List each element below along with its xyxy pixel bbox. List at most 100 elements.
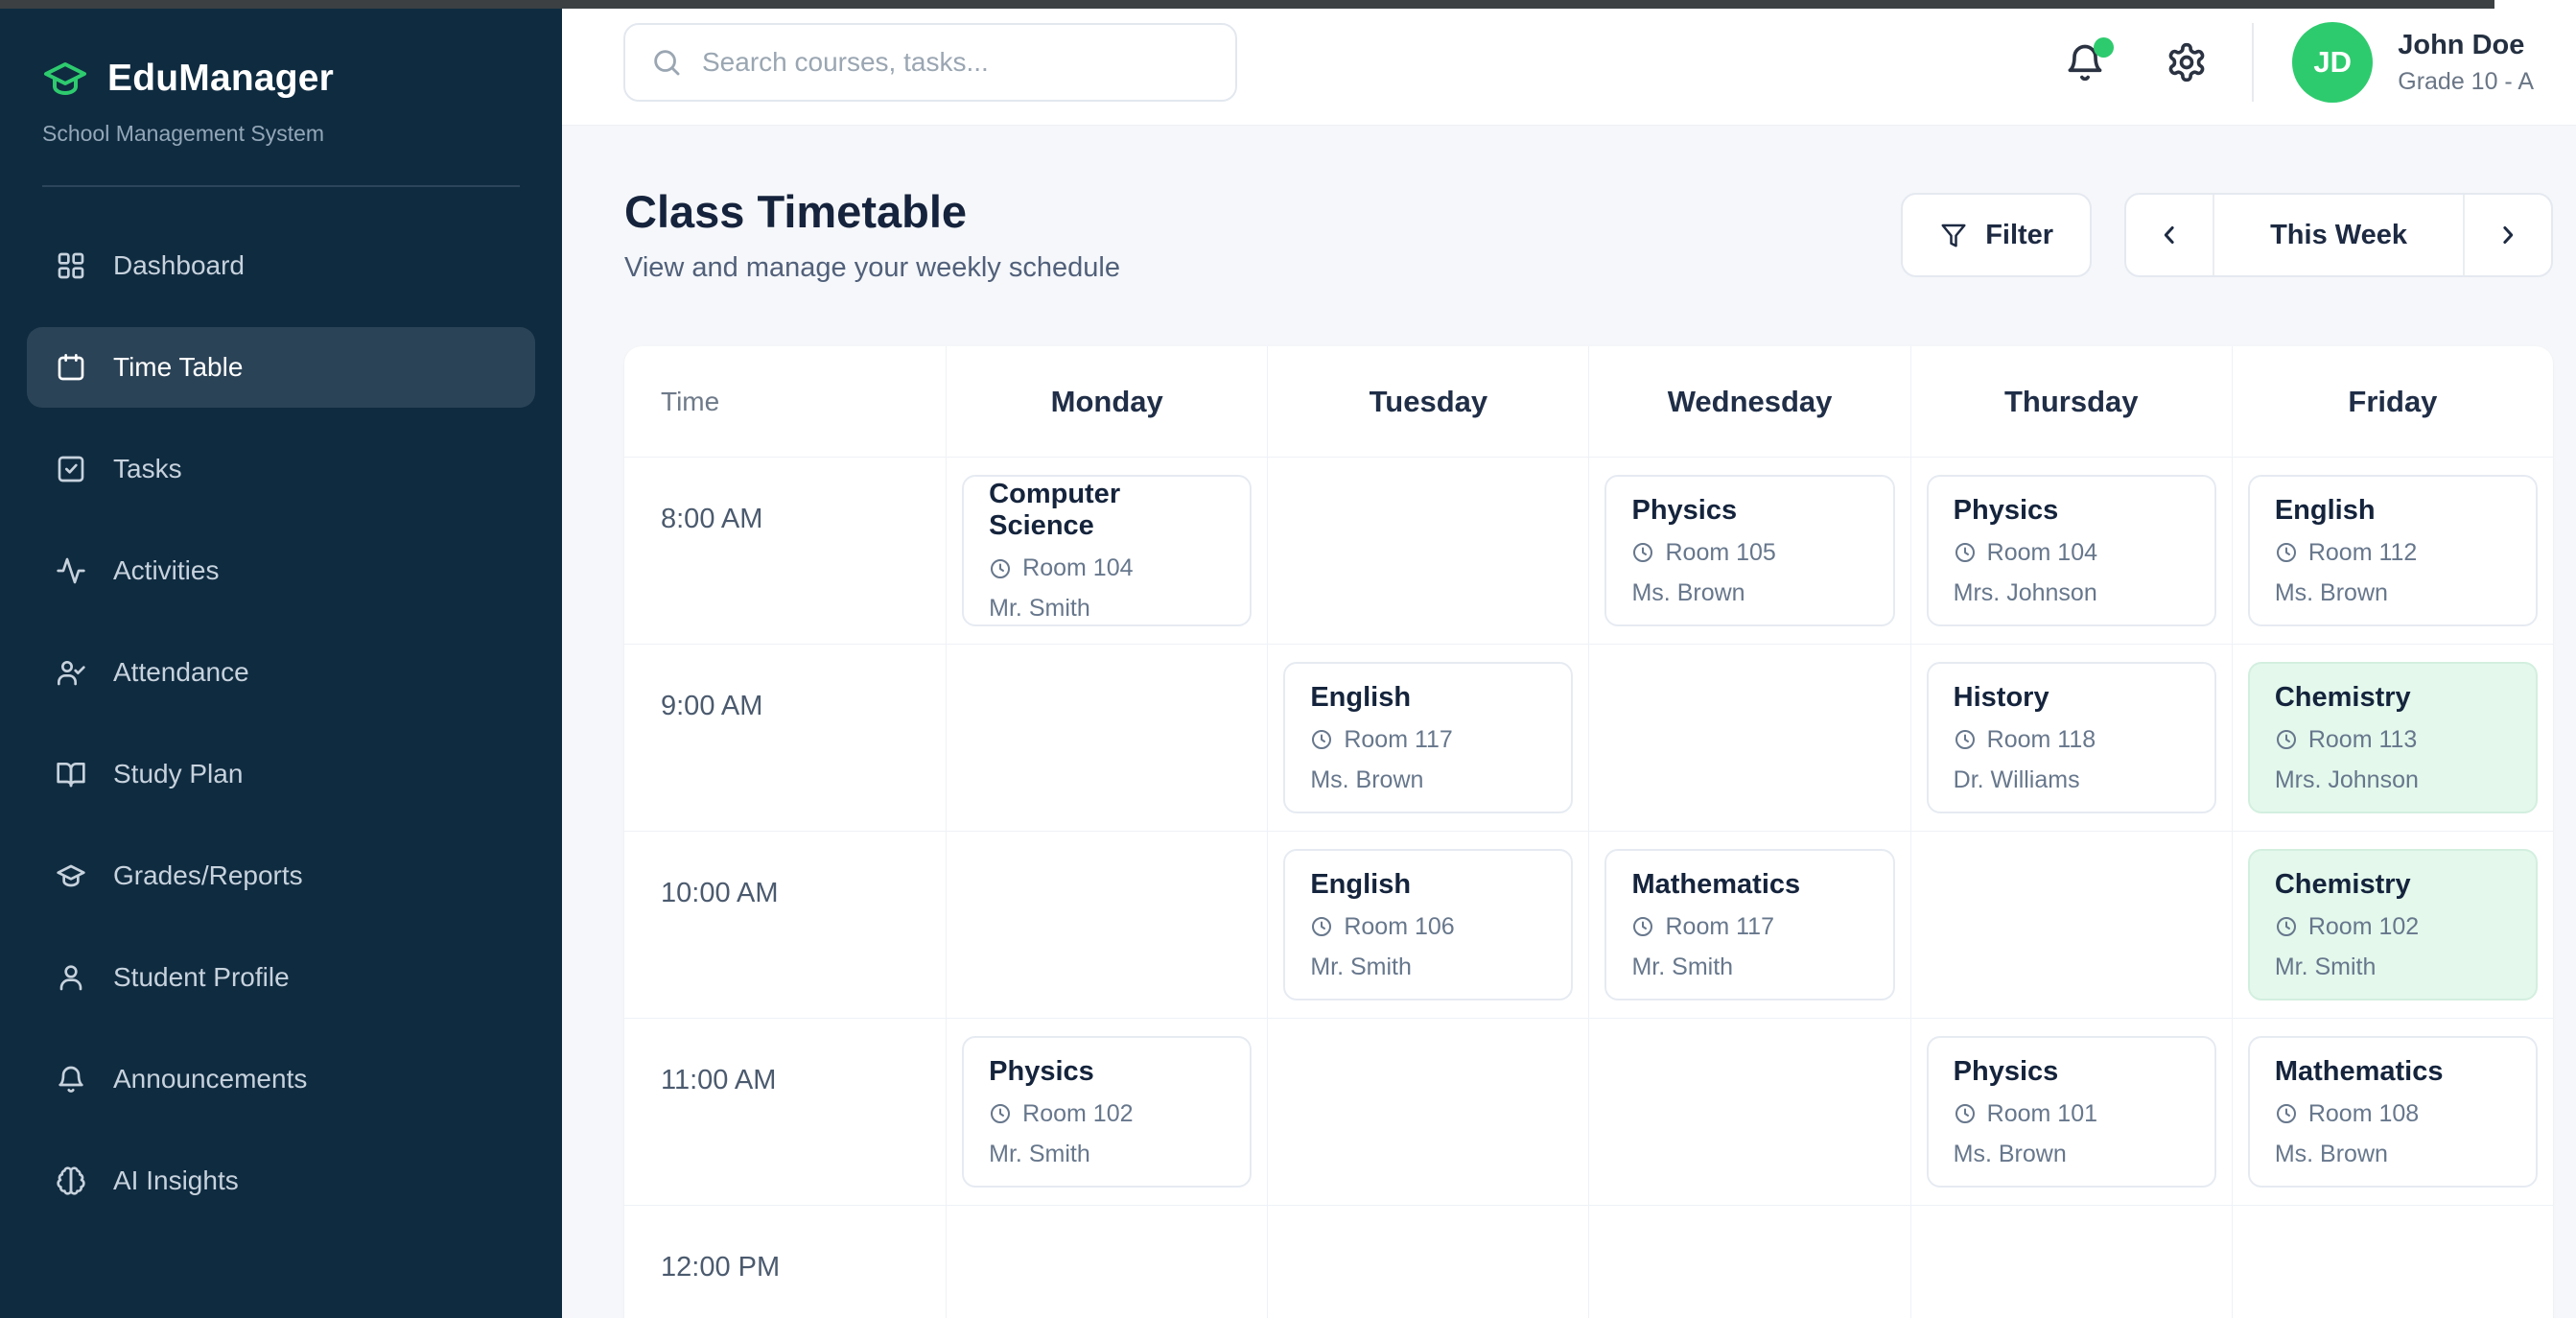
avatar: JD [2292, 22, 2374, 103]
sidebar-item-time-table[interactable]: Time Table [27, 327, 535, 408]
class-room: Room 117 [1631, 913, 1867, 941]
sidebar-divider [42, 185, 520, 187]
page-title: Class Timetable [624, 186, 968, 237]
class-card-chemistry[interactable]: Chemistry Room 102 Mr. Smith [2247, 849, 2538, 1000]
column-header-tuesday: Tuesday [1267, 346, 1588, 457]
sidebar-item-label: Dashboard [113, 250, 245, 280]
sidebar-item-tasks[interactable]: Tasks [27, 429, 535, 509]
sidebar-item-grades-reports[interactable]: Grades/Reports [27, 836, 535, 916]
user-icon [59, 965, 82, 991]
time-label: 10:00 AM [624, 831, 947, 1018]
class-card-physics[interactable]: Physics Room 104 Mrs. Johnson [1926, 475, 2216, 626]
chevron-right-icon [2503, 226, 2514, 244]
sidebar-item-student-profile[interactable]: Student Profile [27, 937, 535, 1018]
class-card-computer-science[interactable]: Computer Science Room 104 Mr. Smith [962, 475, 1253, 626]
filter-button[interactable]: Filter [1901, 193, 2093, 277]
class-room: Room 102 [2275, 913, 2511, 941]
class-teacher: Mr. Smith [2274, 953, 2377, 980]
graduation-cap-logo-icon [42, 56, 88, 102]
class-teacher: Mrs. Johnson [1953, 578, 2097, 606]
class-room: Room 104 [1954, 539, 2190, 567]
sidebar-item-activities[interactable]: Activities [27, 530, 535, 611]
search-input[interactable] [700, 46, 1210, 79]
class-card-english[interactable]: English Room 106 Mr. Smith [1283, 849, 1574, 1000]
settings-button[interactable] [2166, 41, 2208, 83]
book-open-icon [57, 763, 85, 788]
class-subject: Physics [1631, 494, 1738, 526]
notifications-button[interactable] [2064, 37, 2115, 83]
sidebar-item-ai-insights[interactable]: AI Insights [27, 1141, 535, 1221]
sidebar-item-label: AI Insights [113, 1165, 239, 1195]
topbar-divider [2252, 23, 2255, 102]
sidebar-item-label: Attendance [113, 657, 249, 687]
sidebar-item-study-plan[interactable]: Study Plan [27, 734, 535, 814]
class-teacher: Mr. Smith [989, 1140, 1090, 1167]
week-nav-separator [2213, 195, 2215, 275]
page-subtitle: View and manage your weekly schedule [624, 252, 1120, 283]
class-card-mathematics[interactable]: Mathematics Room 108 Ms. Brown [2247, 1036, 2538, 1188]
calendar-icon [58, 354, 84, 381]
class-subject: Chemistry [2274, 868, 2411, 900]
previous-week-button[interactable] [2126, 195, 2213, 275]
class-card-english[interactable]: English Room 112 Ms. Brown [2247, 475, 2538, 626]
class-card-history[interactable]: History Room 118 Dr. Williams [1926, 662, 2216, 813]
sidebar-item-label: Announcements [113, 1064, 308, 1094]
class-card-english[interactable]: English Room 117 Ms. Brown [1283, 662, 1574, 813]
user-menu[interactable]: JD John Doe Grade 10 - A [2292, 22, 2534, 103]
class-teacher: Dr. Williams [1953, 765, 2080, 793]
week-navigation: This Week [2124, 193, 2553, 277]
class-teacher: Ms. Brown [1310, 765, 1424, 793]
timetable-cell-thursday [1909, 1205, 2232, 1318]
class-teacher: Ms. Brown [2274, 1140, 2388, 1167]
class-room: Room 106 [1310, 913, 1546, 941]
sidebar-item-attendance[interactable]: Attendance [27, 632, 535, 713]
class-teacher: Mrs. Johnson [2274, 765, 2419, 793]
search-box[interactable] [623, 23, 1237, 102]
timetable-cell-thursday: Physics Room 104 Mrs. Johnson [1909, 457, 2232, 644]
sidebar-item-label: Study Plan [113, 759, 244, 788]
column-header-monday: Monday [946, 346, 1267, 457]
brand-name: EduManager [107, 58, 335, 99]
activity-icon [57, 557, 85, 584]
timetable-cell-friday: Mathematics Room 108 Ms. Brown [2231, 1018, 2553, 1205]
class-card-physics[interactable]: Physics Room 105 Ms. Brown [1604, 475, 1895, 626]
class-room: Room 118 [1954, 726, 2190, 754]
class-card-chemistry[interactable]: Chemistry Room 113 Mrs. Johnson [2247, 662, 2538, 813]
check-square-icon [58, 456, 84, 482]
brand: EduManager School Management System [0, 0, 562, 187]
column-header-time: Time [661, 386, 720, 416]
class-subject: Mathematics [2274, 1055, 2444, 1087]
topbar: JD John Doe Grade 10 - A [562, 0, 2576, 126]
sidebar-item-dashboard[interactable]: Dashboard [27, 225, 535, 306]
timetable-cell-friday [2231, 1205, 2553, 1318]
column-header-friday: Friday [2231, 346, 2553, 457]
class-subject: History [1953, 681, 2049, 713]
clock-icon [2276, 917, 2296, 936]
class-card-physics[interactable]: Physics Room 102 Mr. Smith [962, 1036, 1253, 1188]
class-teacher: Mr. Smith [1310, 953, 1412, 980]
class-room: Room 113 [2275, 726, 2511, 754]
main-content: Class Timetable View and manage your wee… [562, 126, 2576, 1318]
time-label: 11:00 AM [624, 1018, 947, 1205]
user-name: John Doe [2398, 30, 2525, 61]
chevron-left-icon [2164, 226, 2174, 244]
timetable-cell-friday: Chemistry Room 113 Mrs. Johnson [2231, 644, 2553, 831]
clock-icon [1955, 1104, 1975, 1123]
filter-funnel-icon [1939, 221, 1968, 249]
sidebar-item-label: Time Table [113, 352, 244, 382]
user-check-icon [58, 661, 85, 686]
class-subject: English [1310, 681, 1412, 713]
column-header-wednesday: Wednesday [1588, 346, 1909, 457]
timetable-cell-thursday [1909, 831, 2232, 1018]
timetable-cell-tuesday [1267, 1205, 1589, 1318]
next-week-button[interactable] [2465, 195, 2551, 275]
brand-subtitle: School Management System [42, 121, 325, 146]
class-room: Room 108 [2275, 1100, 2511, 1128]
sidebar-item-announcements[interactable]: Announcements [27, 1039, 535, 1119]
search-icon [650, 46, 683, 79]
dashboard-grid-icon [58, 252, 84, 279]
class-subject: Chemistry [2274, 681, 2411, 713]
timetable-cell-wednesday: Mathematics Room 117 Mr. Smith [1588, 831, 1910, 1018]
class-card-mathematics[interactable]: Mathematics Room 117 Mr. Smith [1604, 849, 1895, 1000]
class-card-physics[interactable]: Physics Room 101 Ms. Brown [1926, 1036, 2216, 1188]
